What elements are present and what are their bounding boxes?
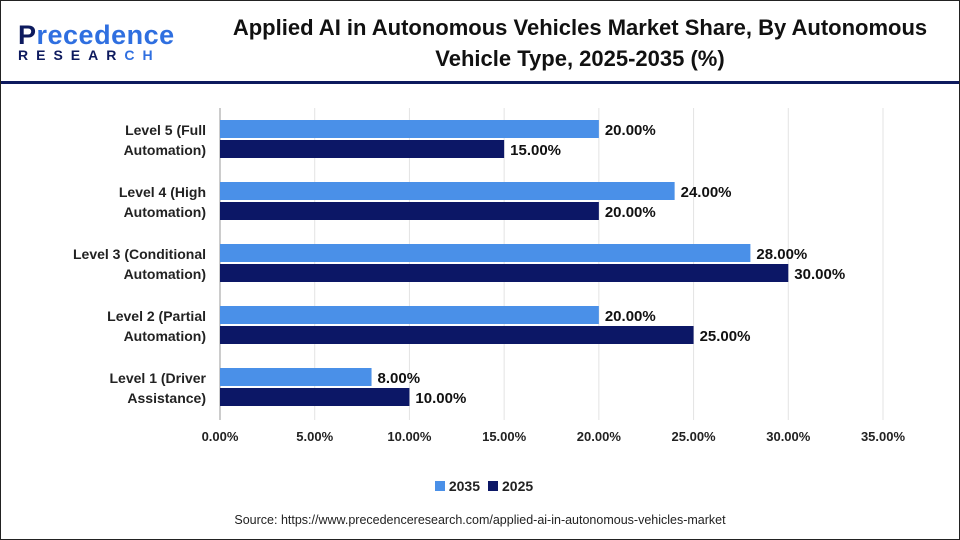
category-label: Automation) <box>124 266 206 282</box>
logo-sub-end: CH <box>124 47 161 63</box>
data-label: 10.00% <box>415 390 466 407</box>
data-label: 28.00% <box>756 246 807 263</box>
x-tick-label: 10.00% <box>387 429 432 444</box>
bar-2025 <box>220 388 410 406</box>
data-label: 24.00% <box>681 184 732 201</box>
data-label: 30.00% <box>794 266 845 283</box>
x-tick-label: 20.00% <box>577 429 622 444</box>
x-tick-label: 25.00% <box>672 429 717 444</box>
data-label: 20.00% <box>605 308 656 325</box>
category-label: Automation) <box>124 142 206 158</box>
x-tick-label: 15.00% <box>482 429 527 444</box>
bar-2035 <box>220 120 599 138</box>
bar-2035 <box>220 306 599 324</box>
data-label: 15.00% <box>510 142 561 159</box>
data-label: 20.00% <box>605 204 656 221</box>
legend-label: 2035 <box>448 478 480 494</box>
bar-2035 <box>220 244 751 262</box>
bar-2025 <box>220 264 789 282</box>
data-label: 25.00% <box>700 328 751 345</box>
logo-p: P <box>18 20 37 50</box>
logo-text: recedence <box>36 20 175 50</box>
legend-swatch <box>488 481 498 491</box>
bar-2025 <box>220 326 694 344</box>
legend: 2035 2025 <box>0 478 960 494</box>
x-tick-label: 5.00% <box>296 429 333 444</box>
x-tick-label: 0.00% <box>202 429 239 444</box>
category-label: Automation) <box>124 328 206 344</box>
bar-2035 <box>220 182 675 200</box>
category-label: Level 3 (Conditional <box>73 246 206 262</box>
header-divider <box>1 81 959 84</box>
x-tick-label: 30.00% <box>766 429 811 444</box>
bar-2025 <box>220 140 505 158</box>
category-label: Automation) <box>124 204 206 220</box>
bar-2035 <box>220 368 372 386</box>
category-label: Level 1 (Driver <box>110 370 207 386</box>
x-tick-label: 35.00% <box>861 429 906 444</box>
bar-2025 <box>220 202 599 220</box>
data-label: 20.00% <box>605 122 656 139</box>
category-label: Level 4 (High <box>119 184 206 200</box>
logo-sub: RESEAR <box>18 47 125 63</box>
precedence-research-logo: Precedence RESEARCH <box>18 20 175 63</box>
legend-swatch <box>434 481 445 491</box>
chart-title: Applied AI in Autonomous Vehicles Market… <box>232 15 928 71</box>
category-label: Level 5 (Full <box>125 122 206 138</box>
legend-label: 2025 <box>502 478 534 494</box>
source-text: Source: https://www.precedenceresearch.c… <box>234 513 726 527</box>
category-label: Assistance) <box>127 390 206 406</box>
category-label: Level 2 (Partial <box>107 308 206 324</box>
data-label: 8.00% <box>378 370 421 387</box>
